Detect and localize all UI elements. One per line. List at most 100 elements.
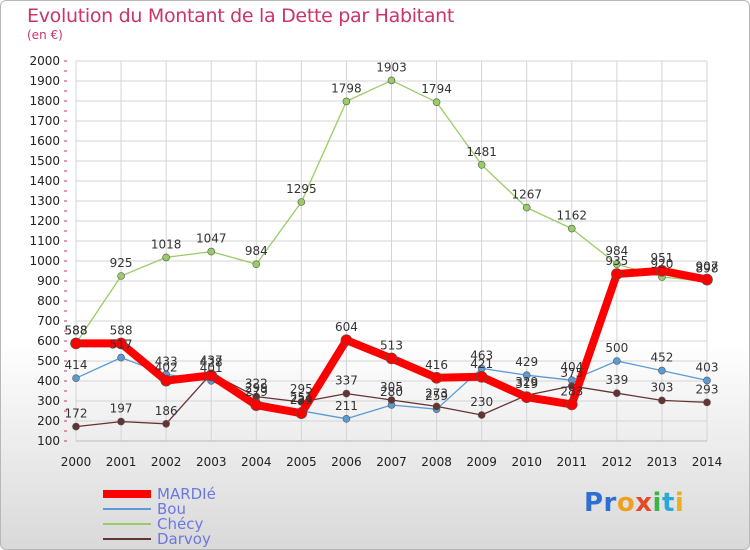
data-label: 1267 (511, 188, 542, 202)
data-label: 279 (245, 385, 268, 399)
data-point (387, 76, 396, 85)
data-point (656, 264, 668, 277)
data-label: 984 (245, 244, 268, 258)
data-point (701, 273, 713, 286)
data-label: 283 (560, 384, 583, 398)
y-tick-label: 1300 (29, 194, 60, 208)
x-tick-label: 2011 (557, 455, 588, 469)
data-point (477, 161, 486, 169)
data-label: 337 (335, 374, 358, 388)
data-label: 299 (245, 381, 268, 395)
data-label: 429 (515, 355, 538, 369)
y-tick-label: 800 (37, 294, 60, 308)
x-tick-label: 2001 (106, 455, 137, 469)
data-point (72, 422, 80, 431)
data-label: 295 (290, 382, 313, 396)
data-label: 259 (425, 389, 448, 403)
data-label: 197 (110, 402, 133, 416)
data-label: 293 (696, 382, 719, 396)
data-point (342, 97, 351, 106)
data-label: 452 (650, 351, 673, 365)
data-label: 925 (110, 256, 133, 270)
data-point (703, 398, 711, 407)
legend-label: Chécy (157, 515, 203, 533)
data-point (613, 357, 621, 365)
data-label: 1295 (286, 182, 317, 196)
data-point (115, 337, 127, 350)
data-label: 604 (335, 320, 358, 334)
data-point (658, 366, 666, 375)
data-point (613, 260, 621, 269)
data-label: 421 (470, 357, 493, 371)
data-label: 1794 (421, 82, 452, 96)
data-point (477, 411, 486, 419)
data-label: 907 (696, 260, 719, 274)
data-point (160, 374, 172, 387)
y-tick-label: 1200 (29, 214, 60, 228)
data-point (342, 414, 351, 423)
data-label: 588 (110, 323, 133, 337)
logo-letter: t (661, 488, 675, 518)
data-label: 951 (650, 251, 673, 265)
data-label: 513 (380, 338, 403, 352)
data-point (432, 402, 441, 411)
legend-label: Darvoy (157, 530, 211, 548)
data-point (252, 260, 261, 269)
legend-label: Bou (157, 500, 186, 518)
data-label: 401 (200, 361, 223, 375)
logo-letter: i (674, 488, 685, 518)
data-point (475, 370, 488, 383)
data-point (613, 389, 621, 398)
data-label: 1162 (557, 209, 588, 223)
data-point (250, 399, 263, 412)
data-label: 319 (515, 377, 538, 391)
x-tick-label: 2003 (196, 455, 227, 469)
data-label: 428 (200, 355, 223, 369)
data-label: 329 (515, 375, 538, 389)
data-point (565, 398, 578, 411)
data-point (162, 253, 170, 262)
data-label: 305 (380, 380, 403, 394)
data-label: 402 (155, 361, 178, 375)
data-label: 273 (425, 386, 448, 400)
data-point (70, 337, 82, 350)
logo-letter: o (616, 488, 636, 518)
x-tick-label: 2000 (61, 455, 92, 469)
data-label: 239 (290, 393, 313, 407)
legend-label: MARDIé (157, 485, 216, 503)
data-label: 984 (605, 244, 628, 258)
data-label: 303 (650, 380, 673, 394)
data-label: 416 (425, 358, 448, 372)
data-point (703, 376, 711, 385)
y-tick-label: 100 (37, 434, 60, 448)
data-point (72, 374, 80, 383)
data-label: 433 (155, 354, 178, 368)
y-tick-label: 900 (37, 274, 60, 288)
y-tick-label: 1800 (29, 94, 60, 108)
y-tick-label: 1500 (29, 154, 60, 168)
y-tick-label: 1000 (29, 254, 60, 268)
y-tick-label: 500 (37, 354, 60, 368)
y-tick-label: 700 (37, 314, 60, 328)
logo-letters: Pr (584, 488, 617, 518)
data-label: 172 (65, 407, 88, 421)
data-label: 935 (605, 254, 628, 268)
data-point (387, 396, 396, 404)
data-label: 500 (605, 341, 628, 355)
data-point (611, 268, 623, 280)
data-point (385, 352, 398, 365)
data-point (520, 391, 533, 404)
logo-letter: x (635, 488, 653, 518)
data-point (295, 407, 308, 420)
data-label: 375 (560, 366, 583, 380)
data-label: 414 (65, 358, 88, 372)
data-point (117, 353, 125, 362)
data-point (340, 334, 353, 347)
x-tick-label: 2008 (421, 455, 452, 469)
x-tick-label: 2006 (331, 455, 362, 469)
y-tick-label: 1900 (29, 74, 60, 88)
data-label: 898 (696, 261, 719, 275)
data-point (658, 396, 666, 405)
data-label: 339 (605, 373, 628, 387)
